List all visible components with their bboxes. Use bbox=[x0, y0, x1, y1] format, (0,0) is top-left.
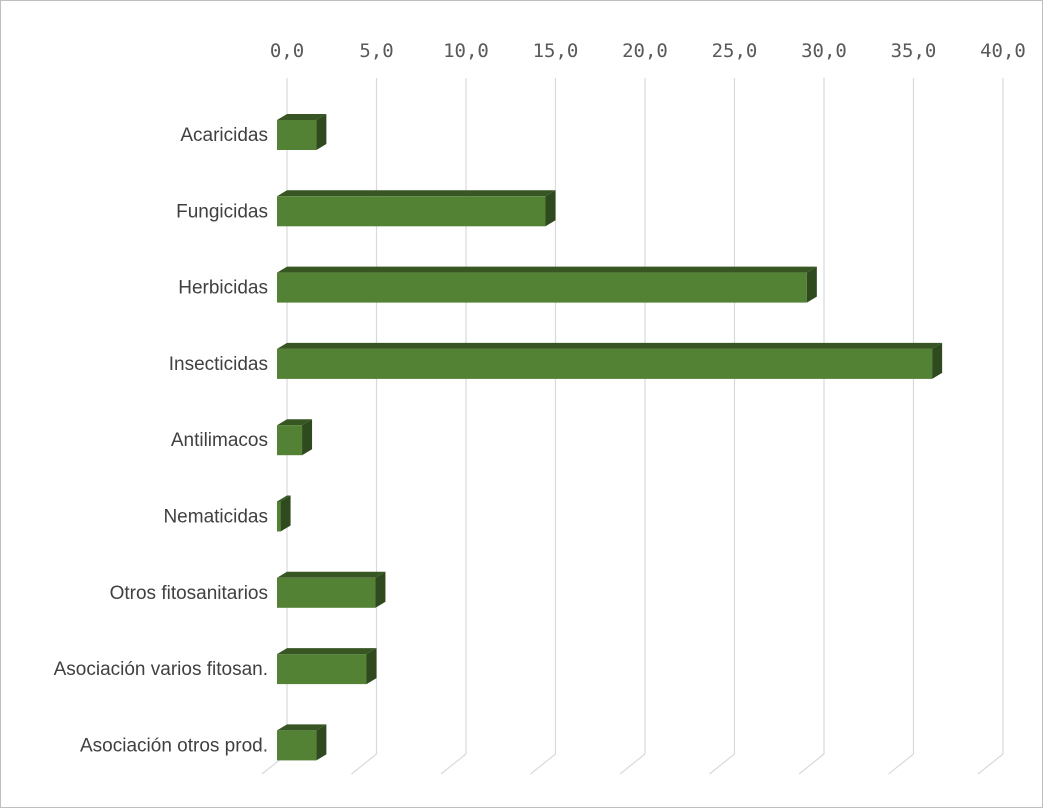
bar-side-face bbox=[806, 266, 817, 303]
category-label: Fungicidas bbox=[176, 201, 268, 222]
bar-front-face bbox=[277, 501, 281, 532]
gridline-floor bbox=[888, 753, 914, 775]
bar bbox=[277, 266, 817, 303]
bar-top-face bbox=[277, 114, 327, 120]
bar-front-face bbox=[277, 654, 367, 685]
x-tick-label: 30,0 bbox=[801, 40, 847, 62]
bar-top-face bbox=[277, 571, 386, 578]
bar-side-face bbox=[375, 571, 386, 608]
bar-front-face bbox=[277, 577, 376, 608]
bar-top-face bbox=[277, 342, 943, 349]
x-tick-label: 10,0 bbox=[443, 40, 489, 62]
bar-side-face bbox=[316, 114, 327, 150]
bar-side-face bbox=[932, 342, 943, 379]
x-tick-label: 20,0 bbox=[622, 40, 668, 62]
x-tick-label: 40,0 bbox=[980, 40, 1026, 62]
bar-side-face bbox=[280, 495, 291, 532]
bar bbox=[277, 114, 327, 150]
x-axis-ticks: 0,0 5,0 10,0 15,0 20,0 25,0 30,0 35,0 40,0 bbox=[270, 40, 1026, 62]
category-label: Nematicidas bbox=[163, 507, 268, 528]
category-label: Acaricidas bbox=[180, 125, 268, 146]
bar-front-face bbox=[277, 196, 546, 227]
category-label: Antilimacos bbox=[171, 430, 268, 451]
bar-front-face bbox=[277, 120, 317, 150]
gridline-floor bbox=[351, 753, 377, 775]
x-tick-label: 5,0 bbox=[359, 40, 393, 62]
category-labels: Acaricidas Fungicidas Herbicidas Insecticid… bbox=[54, 125, 268, 756]
gridline-floor bbox=[798, 753, 825, 775]
x-tick-label: 15,0 bbox=[533, 40, 579, 62]
bar-top-face bbox=[277, 724, 327, 731]
bar-side-face bbox=[302, 419, 313, 456]
bar-top-face bbox=[277, 266, 817, 273]
gridline-floor bbox=[530, 753, 556, 775]
gridline-floor bbox=[440, 753, 467, 775]
gridline-floor bbox=[709, 753, 735, 775]
category-label: Otros fitosanitarios bbox=[110, 583, 268, 604]
category-label: Herbicidas bbox=[178, 278, 268, 299]
bar-side-face bbox=[316, 724, 327, 761]
bar-side-face bbox=[545, 190, 556, 227]
bar-top-face bbox=[277, 190, 556, 197]
x-tick-label: 35,0 bbox=[891, 40, 937, 62]
bar bbox=[277, 190, 556, 227]
bar-front-face bbox=[277, 272, 807, 303]
bar-top-face bbox=[277, 495, 291, 502]
gridline-floor bbox=[619, 753, 646, 775]
gridline-floor bbox=[977, 753, 1004, 775]
bar bbox=[277, 495, 291, 532]
bar-front-face bbox=[277, 730, 317, 761]
x-tick-label: 25,0 bbox=[712, 40, 758, 62]
category-label: Insecticidas bbox=[169, 354, 268, 375]
bar-top-face bbox=[277, 648, 377, 655]
x-tick-label: 0,0 bbox=[270, 40, 304, 62]
bar-top-face bbox=[277, 419, 313, 426]
bar bbox=[277, 419, 313, 456]
bar-front-face bbox=[277, 425, 303, 456]
bars bbox=[277, 114, 943, 761]
bar-front-face bbox=[277, 348, 933, 379]
bar bbox=[277, 648, 377, 685]
bar bbox=[277, 342, 943, 379]
category-label: Asociación otros prod. bbox=[80, 735, 268, 756]
category-label: Asociación varios fitosan. bbox=[54, 659, 268, 680]
bar-side-face bbox=[366, 648, 377, 685]
bar bbox=[277, 724, 327, 761]
bar bbox=[277, 571, 386, 608]
